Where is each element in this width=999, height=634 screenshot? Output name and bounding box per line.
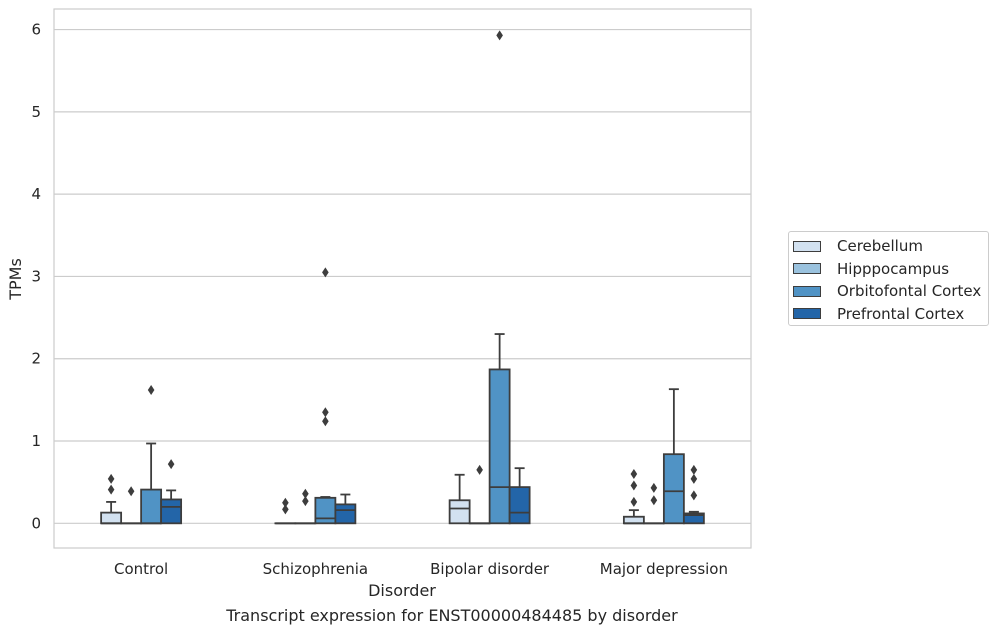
outlier-marker	[630, 480, 638, 491]
plot-area	[53, 8, 752, 549]
chart-caption: Transcript expression for ENST0000048448…	[226, 606, 678, 625]
box-3-3	[682, 464, 705, 525]
box-groups	[100, 30, 705, 525]
box-rect	[100, 511, 123, 525]
legend-item: Cerebellum	[793, 235, 988, 258]
box-rect	[682, 512, 705, 525]
box-rect	[314, 496, 337, 525]
box-rect	[334, 503, 357, 525]
legend-label: Hipppocampus	[837, 259, 950, 278]
x-tick-label: Bipolar disorder	[430, 560, 550, 578]
outlier-marker	[282, 497, 289, 508]
y-tick-label: 3	[31, 267, 41, 285]
legend-swatch	[793, 240, 821, 252]
legend-swatch	[793, 285, 821, 297]
legend: Cerebellum Hipppocampus Orbitofontal Corte…	[788, 231, 989, 326]
outlier-marker	[690, 464, 698, 475]
legend-label: Prefrontal Cortex	[837, 304, 965, 323]
box-3-0	[160, 459, 183, 525]
box-rect	[508, 486, 531, 525]
box-2-2	[488, 30, 511, 525]
legend-swatch	[793, 263, 821, 275]
y-tick-label: 2	[31, 350, 41, 368]
box-0-2	[448, 473, 471, 525]
y-tick-label: 0	[31, 514, 41, 532]
outlier-marker	[650, 495, 658, 506]
y-tick-label: 1	[31, 432, 41, 450]
x-tick-label: Control	[114, 560, 168, 578]
outlier-marker	[322, 416, 329, 427]
legend-item: Prefrontal Cortex	[793, 303, 988, 326]
legend-item: Hipppocampus	[793, 258, 988, 281]
outlier-marker	[650, 482, 658, 493]
legend-label: Orbitofontal Cortex	[837, 282, 982, 301]
y-tick-label: 4	[31, 185, 41, 203]
outlier-marker	[302, 496, 309, 507]
box-rect	[622, 515, 645, 525]
box-rect	[160, 498, 183, 525]
box-rect	[662, 453, 685, 525]
box-rect	[448, 499, 471, 525]
box-2-1	[314, 267, 337, 525]
box-1-1	[294, 488, 317, 525]
outlier-marker	[127, 486, 135, 497]
outlier-marker	[167, 459, 175, 470]
outlier-marker	[282, 504, 289, 515]
outlier-marker	[302, 488, 309, 499]
box-0-0	[100, 473, 123, 525]
box-rect	[140, 488, 163, 525]
box-3-1	[334, 493, 357, 525]
outlier-marker	[147, 385, 155, 396]
outlier-marker	[690, 473, 698, 484]
box-0-3	[622, 468, 645, 525]
y-axis-ticks: 0 1 2 3 4 5 6	[31, 21, 41, 533]
x-tick-label: Major depression	[600, 560, 728, 578]
x-axis-title: Disorder	[368, 581, 436, 600]
outlier-marker	[476, 464, 483, 475]
outlier-marker	[630, 468, 638, 479]
outlier-marker	[322, 407, 329, 418]
box-3-2	[508, 467, 531, 525]
legend-swatch	[793, 308, 821, 320]
box-0-1	[274, 497, 297, 525]
legend-label: Cerebellum	[837, 237, 923, 256]
x-axis-ticks: Control Schizophrenia Bipolar disorder Majo…	[114, 560, 728, 578]
outlier-marker	[322, 267, 329, 278]
y-axis-title: TPMs	[6, 258, 25, 301]
x-tick-label: Schizophrenia	[263, 560, 368, 578]
box-2-3	[662, 388, 685, 525]
y-tick-label: 5	[31, 103, 41, 121]
y-tick-label: 6	[31, 21, 41, 39]
outlier-marker	[107, 473, 115, 484]
legend-item: Orbitofontal Cortex	[793, 280, 988, 303]
outlier-marker	[690, 490, 698, 501]
outlier-marker	[630, 496, 638, 507]
outlier-marker	[107, 484, 115, 495]
outlier-marker	[496, 30, 503, 41]
box-rect	[488, 368, 511, 525]
